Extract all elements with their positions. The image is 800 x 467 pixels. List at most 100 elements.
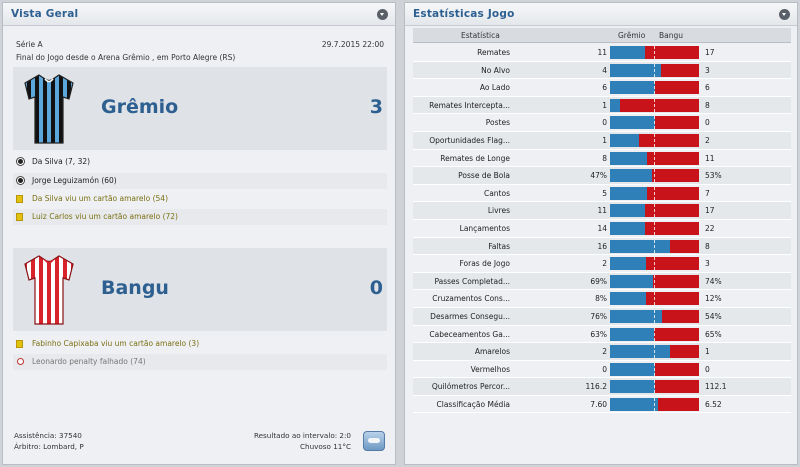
stat-row: Classificação Média 7.60 6.52 — [413, 395, 791, 414]
stat-row: Posse de Bola 47% 53% — [413, 167, 791, 185]
stat-label: Cabeceamentos Ga... — [429, 329, 510, 339]
stat-bar-midline — [654, 46, 655, 59]
stat-label: No Alvo — [481, 65, 510, 75]
stat-bar-away — [639, 133, 699, 147]
away-score: 0 — [369, 277, 383, 299]
stat-home-value: 14 — [597, 223, 607, 233]
stat-row: Foras de Jogo 2 3 — [413, 255, 791, 273]
event-text[interactable]: Da Silva viu um cartão amarelo (54) — [32, 194, 168, 203]
stat-bar-away — [645, 46, 699, 59]
stat-row: Livres 11 17 — [413, 202, 791, 220]
stat-label: Ao Lado — [479, 83, 510, 93]
event-text[interactable]: Luiz Carlos viu um cartão amarelo (72) — [32, 212, 178, 221]
stat-home-value: 1 — [602, 100, 607, 110]
stat-home-value: 63% — [590, 329, 607, 339]
away-team-name[interactable]: Bangu — [101, 277, 169, 299]
stat-bar-midline — [654, 151, 655, 165]
stat-label: Cruzamentos Cons... — [432, 294, 510, 304]
stat-row: Postes 0 0 — [413, 114, 791, 132]
col-home-header[interactable]: Grêmio — [618, 31, 646, 40]
stat-bar-away — [670, 239, 699, 253]
stat-bar-midline — [654, 63, 655, 77]
stat-bar-midline — [654, 81, 655, 95]
stat-bar — [610, 362, 699, 376]
stat-row: Passes Completad... 69% 74% — [413, 272, 791, 291]
stat-bar-midline — [654, 309, 655, 323]
stat-home-value: 11 — [597, 48, 607, 57]
col-stat-header[interactable]: Estatística — [461, 31, 500, 40]
stats-header: Estatísticas Jogo — [405, 3, 797, 26]
weather-cloud-icon — [363, 431, 385, 451]
stat-bar-away — [662, 309, 699, 323]
stat-row: Cantos 5 7 — [413, 184, 791, 203]
stat-bar — [610, 239, 699, 253]
event-row: Da Silva viu um cartão amarelo (54) — [13, 191, 387, 207]
venue-label: Final do Jogo desde o Arena Grêmio , em … — [16, 53, 236, 62]
stat-bar-midline — [654, 169, 655, 183]
stat-bar-home — [610, 133, 639, 147]
stat-home-value: 8 — [602, 153, 607, 163]
stat-label: Quilómetros Percor... — [431, 382, 510, 392]
stat-row: Quilómetros Percor... 116.2 112.1 — [413, 378, 791, 396]
attendance: Assistência: 37540 — [14, 431, 82, 440]
stats-title: Estatísticas Jogo — [413, 8, 515, 20]
stat-row: Oportunidades Flag... 1 2 — [413, 131, 791, 150]
stat-away-value: 1 — [705, 347, 710, 357]
col-away-header[interactable]: Bangu — [659, 31, 684, 40]
stat-bar — [610, 327, 699, 341]
stat-bar — [610, 309, 699, 323]
competition-label[interactable]: Série A — [16, 40, 43, 49]
event-text[interactable]: Jorge Leguizamón (60) — [32, 176, 117, 185]
stat-bar-away — [647, 151, 699, 165]
stat-bar-away — [661, 63, 699, 77]
stat-home-value: 116.2 — [585, 382, 607, 392]
stat-label: Remates de Longe — [440, 153, 510, 163]
stats-panel: Estatísticas Jogo Estatística Grêmio Ban… — [404, 2, 798, 465]
stat-bar-home — [610, 221, 645, 235]
stat-bar-home — [610, 98, 620, 112]
stat-label: Foras de Jogo — [459, 259, 510, 269]
stat-bar-midline — [654, 116, 655, 130]
event-text[interactable]: Fabinho Capixaba viu um cartão amarelo (… — [32, 339, 200, 348]
stat-home-value: 76% — [590, 311, 607, 321]
overview-title: Vista Geral — [11, 8, 79, 20]
stat-label: Amarelos — [474, 347, 510, 357]
stat-home-value: 2 — [602, 347, 607, 357]
stat-label: Desarmes Consegu... — [430, 311, 510, 321]
stat-away-value: 0 — [705, 118, 710, 128]
stat-away-value: 3 — [705, 259, 710, 269]
stat-bar — [610, 133, 699, 147]
away-team-box: Bangu 0 — [13, 248, 387, 331]
stat-bar — [610, 274, 699, 288]
stat-bar — [610, 345, 699, 359]
stat-away-value: 3 — [705, 65, 710, 75]
stat-away-value: 8 — [705, 100, 710, 110]
referee[interactable]: Árbitro: Lombard, P — [14, 442, 84, 451]
stat-bar-home — [610, 116, 655, 130]
stat-bar-midline — [654, 133, 655, 147]
stat-row: Ao Lado 6 6 — [413, 79, 791, 97]
stat-bar — [610, 221, 699, 235]
stat-home-value: 11 — [597, 206, 607, 216]
stat-bar-away — [654, 327, 699, 341]
stat-row: Lançamentos 14 22 — [413, 219, 791, 238]
stat-bar-away — [658, 397, 699, 411]
stat-bar-away — [655, 116, 699, 130]
stat-row: Remates de Longe 8 11 — [413, 149, 791, 168]
stat-away-value: 112.1 — [705, 382, 727, 392]
stats-menu-icon[interactable] — [779, 9, 790, 20]
event-row: Da Silva (7, 32) — [13, 154, 387, 170]
event-text[interactable]: Da Silva (7, 32) — [32, 157, 91, 166]
stat-away-value: 17 — [705, 206, 715, 216]
stat-away-value: 22 — [705, 223, 715, 233]
home-score: 3 — [369, 96, 383, 118]
overview-menu-icon[interactable] — [377, 9, 388, 20]
stat-away-value: 54% — [705, 311, 722, 321]
ball-icon — [17, 158, 24, 165]
stat-row: No Alvo 4 3 — [413, 61, 791, 80]
stat-bar — [610, 257, 699, 271]
stat-home-value: 6 — [602, 83, 607, 93]
stat-bar — [610, 169, 699, 183]
stat-label: Cantos — [483, 188, 510, 198]
home-team-name[interactable]: Grêmio — [101, 96, 179, 118]
